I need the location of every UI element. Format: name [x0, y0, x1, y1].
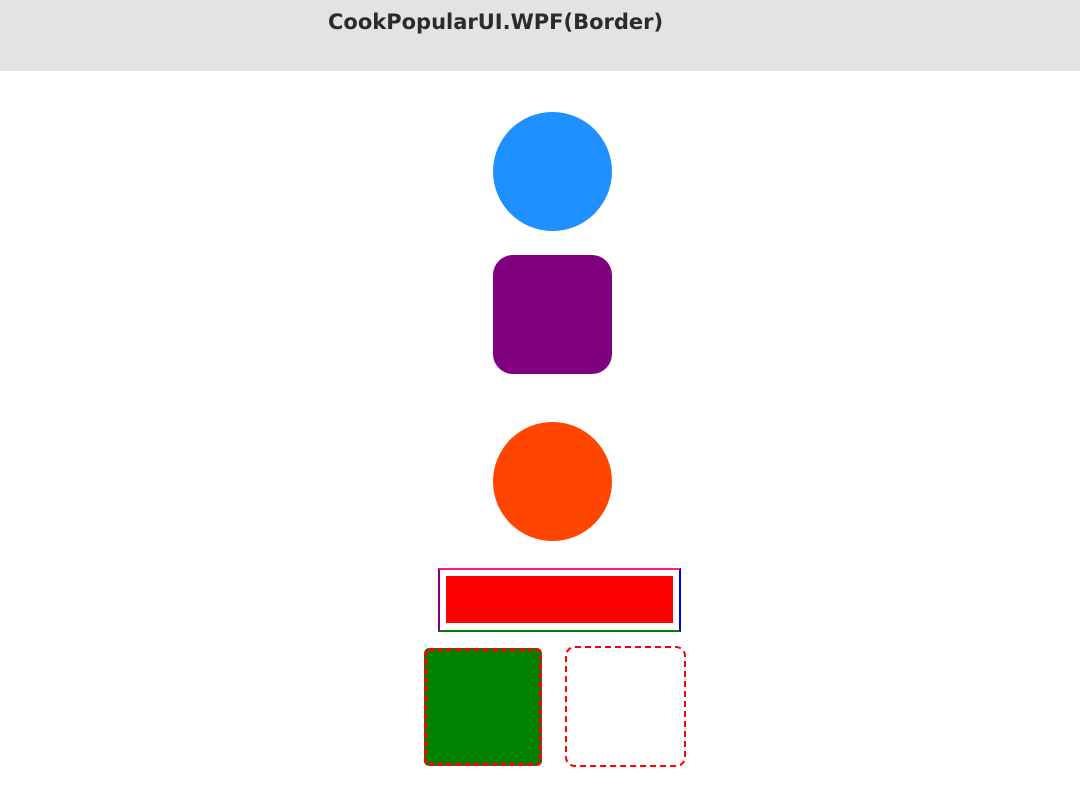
green-dashed-border: [424, 648, 542, 766]
multi-color-border: [438, 568, 681, 632]
purple-rounded-border: [493, 255, 612, 374]
blue-circle-border: [493, 112, 612, 231]
orange-circle-border: [493, 422, 612, 541]
window-title: CookPopularUI.WPF(Border): [328, 10, 664, 34]
empty-dashed-border: [565, 646, 686, 767]
red-inner-fill: [446, 576, 673, 623]
title-bar: CookPopularUI.WPF(Border): [0, 0, 1080, 71]
